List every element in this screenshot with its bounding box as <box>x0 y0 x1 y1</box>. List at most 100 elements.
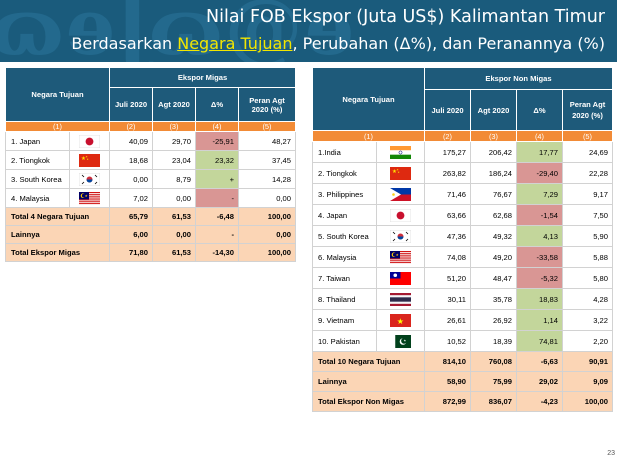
nonmigas-col-agt: Agt 2020 <box>470 89 517 131</box>
value-jul: 71,46 <box>424 183 471 205</box>
table-row: 8. Thailand 30,11 35,78 18,83 4,28 <box>312 288 613 310</box>
migas-col-jul: Juli 2020 <box>109 87 153 122</box>
value-delta: -1,54 <box>516 204 563 226</box>
value-delta: + <box>195 169 239 189</box>
japan-flag-icon <box>69 131 110 151</box>
migas-table: Negara Tujuan Ekspor Migas Juli 2020 Agt… <box>5 67 296 262</box>
country-name: 9. Vietnam <box>312 309 377 331</box>
value-delta: 29,02 <box>516 371 563 392</box>
value-peran: 3,22 <box>562 309 613 331</box>
page-number: 23 <box>607 450 615 457</box>
nonmigas-country-header: Negara Tujuan <box>312 67 425 131</box>
value-jul: 63,66 <box>424 204 471 226</box>
table-row: 9. Vietnam ★ 26,61 26,92 1,14 3,22 <box>312 309 613 331</box>
country-name: 6. Malaysia <box>312 246 377 268</box>
svg-text:★: ★ <box>81 155 86 162</box>
value-agt: 49,32 <box>470 225 517 247</box>
value-agt: 206,42 <box>470 141 517 163</box>
value-delta: -25,91 <box>195 131 239 151</box>
col-num: (5) <box>238 121 296 132</box>
taiwan-flag-icon <box>376 267 425 289</box>
value-jul: 51,20 <box>424 267 471 289</box>
value-peran: 7,50 <box>562 204 613 226</box>
korea-flag-icon <box>376 225 425 247</box>
value-peran: 0,00 <box>238 188 296 208</box>
banner-decoration: ɷɘɭɷ@ɘ <box>0 0 357 62</box>
country-name: 10. Pakistan <box>312 330 377 352</box>
value-delta: 74,81 <box>516 330 563 352</box>
value-agt: 76,67 <box>470 183 517 205</box>
svg-text:★: ★ <box>87 157 90 161</box>
value-jul: 6,00 <box>109 225 153 244</box>
value-jul: 814,10 <box>424 351 471 372</box>
country-name: 4. Japan <box>312 204 377 226</box>
migas-col-delta: Δ% <box>195 87 239 122</box>
country-name: 2. Tiongkok <box>5 150 70 170</box>
value-agt: 49,20 <box>470 246 517 268</box>
value-delta: 7,29 <box>516 183 563 205</box>
total-row: Lainnya 58,90 75,99 29,02 9,09 <box>312 371 613 392</box>
page-subtitle: Berdasarkan Negara Tujuan, Perubahan (Δ%… <box>71 34 605 53</box>
value-peran: 5,80 <box>562 267 613 289</box>
value-peran: 37,45 <box>238 150 296 170</box>
value-jul: 26,61 <box>424 309 471 331</box>
value-delta: -6,63 <box>516 351 563 372</box>
col-num: (3) <box>470 130 517 142</box>
value-delta: 1,14 <box>516 309 563 331</box>
value-peran: 4,28 <box>562 288 613 310</box>
table-row: 1. Japan 40,09 29,70 -25,91 48,27 <box>5 131 296 151</box>
col-num: (4) <box>195 121 239 132</box>
value-peran: 14,28 <box>238 169 296 189</box>
total-row: Total Ekspor Non Migas 872,99 836,07 -4,23 1… <box>312 391 613 412</box>
value-jul: 74,08 <box>424 246 471 268</box>
value-agt: 0,00 <box>152 188 196 208</box>
migas-group-header: Ekspor Migas <box>109 67 296 88</box>
value-jul: 263,82 <box>424 162 471 184</box>
value-delta: -5,32 <box>516 267 563 289</box>
value-delta: -33,58 <box>516 246 563 268</box>
total-label: Total Ekspor Non Migas <box>312 391 425 412</box>
nonmigas-col-peran: Peran Agt 2020 (%) <box>562 89 613 131</box>
value-jul: 18,68 <box>109 150 153 170</box>
value-jul: 71,80 <box>109 243 153 262</box>
svg-text:★: ★ <box>397 317 404 326</box>
total-label: Lainnya <box>312 371 425 392</box>
value-agt: 61,53 <box>152 207 196 226</box>
svg-text:★: ★ <box>85 194 89 198</box>
total-row: Lainnya 6,00 0,00-0,00 <box>5 225 296 244</box>
nonmigas-group-header: Ekspor Non Migas <box>424 67 613 90</box>
svg-text:★: ★ <box>404 338 407 342</box>
col-num: (5) <box>562 130 613 142</box>
value-agt: 8,79 <box>152 169 196 189</box>
col-num: (1) <box>5 121 110 132</box>
migas-col-peran: Peran Agt 2020 (%) <box>238 87 296 122</box>
svg-text:★: ★ <box>392 168 397 175</box>
value-peran: 100,00 <box>238 207 296 226</box>
value-agt: 0,00 <box>152 225 196 244</box>
table-row: 7. Taiwan 51,20 48,47 -5,32 5,80 <box>312 267 613 289</box>
table-row: 6. Malaysia ★ 74,08 49,20 -33,58 5,88 <box>312 246 613 268</box>
value-jul: 47,36 <box>424 225 471 247</box>
value-delta: 4,13 <box>516 225 563 247</box>
value-agt: 836,07 <box>470 391 517 412</box>
table-row: 1.India 175,27 206,42 17,77 24,69 <box>312 141 613 163</box>
value-agt: 62,68 <box>470 204 517 226</box>
value-delta: -4,23 <box>516 391 563 412</box>
subtitle-highlight: Negara Tujuan <box>177 34 293 53</box>
value-peran: 24,69 <box>562 141 613 163</box>
value-peran: 9,17 <box>562 183 613 205</box>
country-name: 8. Thailand <box>312 288 377 310</box>
pakistan-flag-icon: ★ <box>376 330 425 352</box>
nonmigas-table: Negara Tujuan Ekspor Non Migas Juli 2020… <box>312 67 613 412</box>
table-row: 3. South Korea 0,00 8,79 +14,28 <box>5 169 296 189</box>
total-row: Total 10 Negara Tujuan 814,10 760,08 -6,63 9… <box>312 351 613 372</box>
value-peran: 48,27 <box>238 131 296 151</box>
value-peran: 2,20 <box>562 330 613 352</box>
value-jul: 0,00 <box>109 169 153 189</box>
country-name: 4. Malaysia <box>5 188 70 208</box>
value-agt: 26,92 <box>470 309 517 331</box>
header-banner: ɷɘɭɷ@ɘ Nilai FOB Ekspor (Juta US$) Kalim… <box>0 0 617 62</box>
col-num: (4) <box>516 130 563 142</box>
thailand-flag-icon <box>376 288 425 310</box>
table-row: 10. Pakistan ★ 10,52 18,39 74,81 2,20 <box>312 330 613 352</box>
